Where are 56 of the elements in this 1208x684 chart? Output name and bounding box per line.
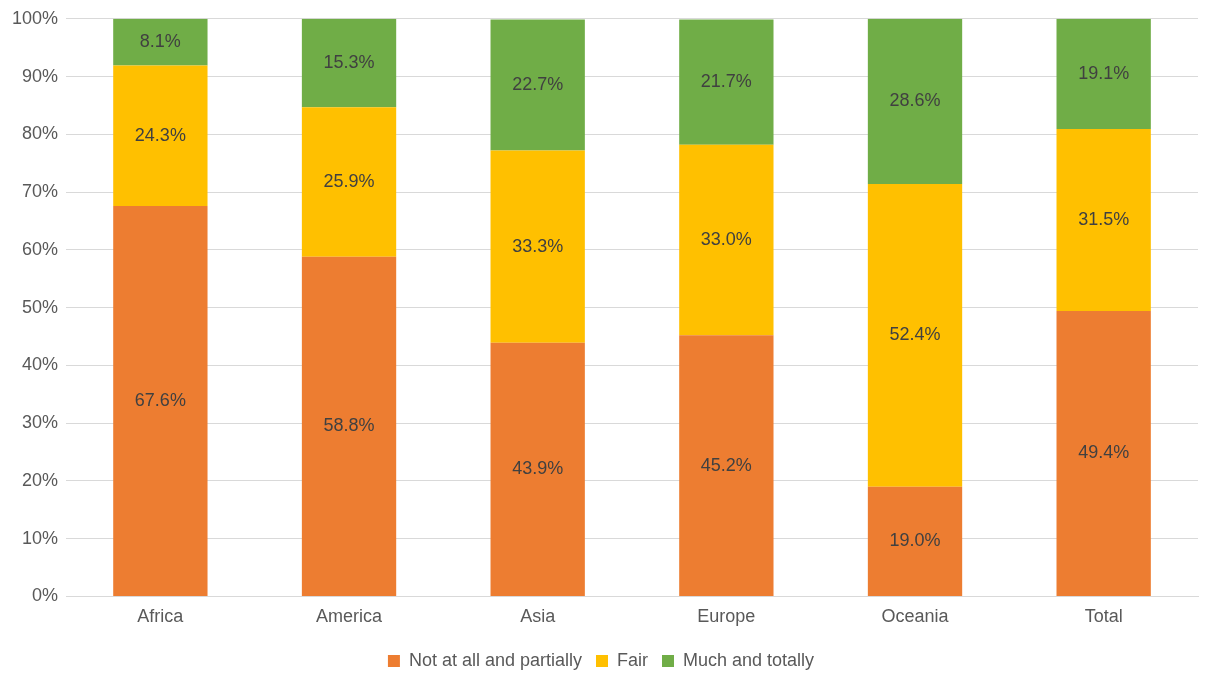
x-tick-label: Asia <box>520 606 557 627</box>
data-label: 67.6% <box>134 389 186 410</box>
data-label: 33.3% <box>512 235 564 256</box>
bar <box>301 107 397 257</box>
bar <box>113 205 208 596</box>
bar <box>679 19 774 145</box>
x-tick-label: Oceania <box>881 606 950 627</box>
data-label: 19.0% <box>889 530 941 551</box>
bar <box>301 18 397 108</box>
bar <box>1056 129 1151 312</box>
x-tick-label: America <box>316 606 384 627</box>
y-tick-label: 30% <box>22 412 59 433</box>
y-tick-label: 60% <box>22 238 59 259</box>
bar <box>679 335 774 596</box>
y-tick-label: 20% <box>22 469 59 490</box>
data-label: 52.4% <box>889 324 941 345</box>
bar <box>867 183 963 487</box>
legend-label: Much and totally <box>683 649 815 670</box>
bar <box>490 150 585 343</box>
bar <box>301 256 397 596</box>
data-label: 58.8% <box>323 415 375 436</box>
bar <box>867 18 963 184</box>
data-label: 28.6% <box>889 90 941 111</box>
bar <box>1056 18 1151 130</box>
legend-label: Not at all and partially <box>408 649 583 670</box>
data-label: 25.9% <box>323 170 375 191</box>
data-label: 19.1% <box>1078 62 1130 83</box>
bar <box>113 65 208 206</box>
legend-label: Fair <box>617 649 649 670</box>
data-label: 49.4% <box>1078 442 1130 463</box>
bar <box>113 18 208 66</box>
x-tick-label: Africa <box>137 606 185 627</box>
y-tick-label: 40% <box>22 354 59 375</box>
data-label: 21.7% <box>700 71 752 92</box>
data-label: 24.3% <box>134 124 186 145</box>
y-tick-label: 70% <box>22 181 59 202</box>
data-label: 22.7% <box>512 73 564 94</box>
data-label: 43.9% <box>512 458 564 479</box>
data-label: 33.0% <box>700 228 752 249</box>
data-label: 8.1% <box>139 31 181 52</box>
x-tick-label: Total <box>1084 606 1123 627</box>
x-tick-label: Europe <box>697 606 756 627</box>
y-tick-label: 80% <box>22 123 59 144</box>
y-tick-label: 0% <box>32 585 59 606</box>
y-tick-label: 50% <box>22 296 59 317</box>
y-tick-label: 100% <box>11 7 59 28</box>
data-label: 45.2% <box>700 454 752 475</box>
y-tick-label: 10% <box>22 527 59 548</box>
bar <box>867 486 963 596</box>
bar <box>490 19 585 151</box>
data-label: 31.5% <box>1078 209 1130 230</box>
y-tick-label: 90% <box>22 65 59 86</box>
bar <box>679 144 774 336</box>
bar <box>1056 311 1151 596</box>
bar <box>490 342 585 596</box>
data-label: 15.3% <box>323 51 375 72</box>
